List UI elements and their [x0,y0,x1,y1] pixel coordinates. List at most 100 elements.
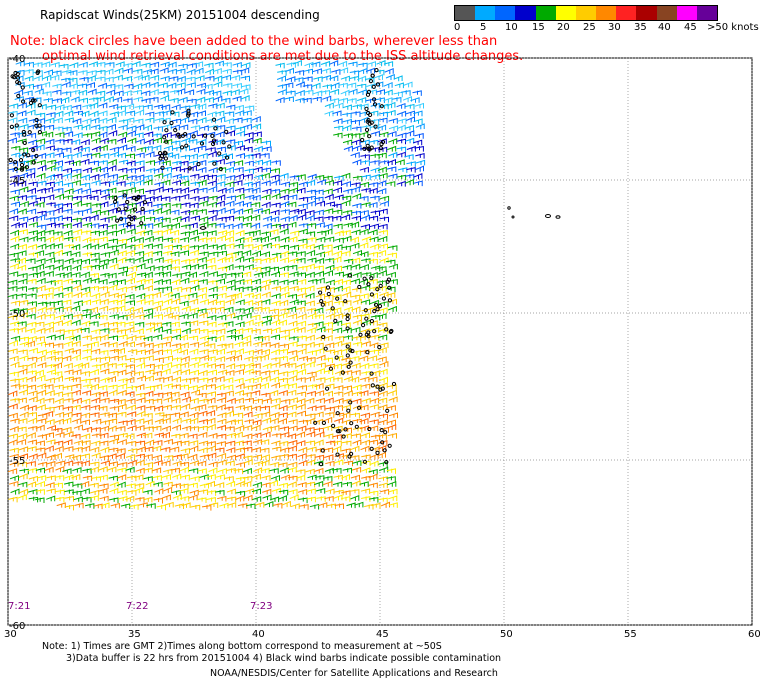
wind-barb [277,495,287,502]
wind-barb [144,355,154,361]
wind-barb [91,364,102,370]
wind-barb [278,377,288,384]
wind-barb [305,334,315,341]
wind-barb [323,357,333,364]
wind-barb [312,68,322,74]
contamination-circle [346,408,351,413]
wind-barb [89,160,99,167]
wind-barb [261,180,271,187]
wind-barb [386,158,396,165]
wind-barb [171,384,181,390]
wind-barb [35,196,45,203]
wind-barb [251,446,261,453]
wind-barb [360,376,370,383]
contamination-circle [320,302,325,307]
wind-barb [332,445,342,453]
wind-barb [302,84,313,90]
wind-barb [117,137,126,144]
wind-barb [314,270,324,277]
legend-swatch [596,6,617,20]
wind-barb [127,125,137,132]
wind-barb [141,81,151,88]
wind-barb [189,298,199,305]
wind-barb [143,413,153,419]
wind-barb [35,489,45,495]
wind-barb [189,377,199,383]
wind-barb [135,335,146,341]
wind-barb [18,216,29,223]
wind-barb [213,81,223,88]
wind-barb [325,488,335,495]
wind-barb [154,111,165,117]
wind-barb [324,412,335,418]
wind-barb [252,419,262,426]
contamination-circle [366,89,372,95]
wind-barb [235,490,246,497]
wind-barb [135,166,145,172]
wind-barb [244,488,254,495]
wind-barb [396,180,406,187]
contamination-circle [371,84,376,89]
wind-barb [270,403,280,410]
wind-barb [55,329,65,335]
wind-barb [98,263,108,270]
wind-barb [167,68,177,75]
wind-barb [375,97,385,103]
wind-barb [199,251,209,258]
wind-barb [224,229,235,236]
wind-barb [89,273,99,279]
wind-barb [379,216,389,223]
wind-barb [175,68,186,75]
legend-tick-label: 15 [532,22,545,33]
wind-barb [369,404,379,410]
wind-barb [10,258,20,264]
wind-barb [187,138,198,145]
wind-barb [91,203,102,209]
wind-barb [100,446,110,453]
wind-barb [270,235,280,242]
contamination-circle [184,143,189,148]
wind-barb [208,502,219,508]
wind-barb [181,425,192,432]
wind-barb [377,266,387,272]
wind-barb [45,236,55,243]
wind-barb [125,250,136,256]
wind-barb [207,180,217,186]
wind-barb [217,412,227,418]
wind-barb [360,160,370,166]
wind-barb [163,244,173,250]
wind-barb [181,305,191,312]
wind-barb [116,305,126,312]
wind-barb [34,88,44,95]
wind-barb [144,375,154,382]
wind-barb [82,167,92,173]
wind-barb [352,193,362,200]
wind-barb [295,469,306,475]
wind-barb [180,355,190,362]
wind-barb [190,125,201,131]
wind-barb [415,165,424,172]
wind-barb [314,480,324,487]
contamination-circle [365,143,370,148]
wind-barb [190,181,200,188]
wind-barb [181,396,191,403]
wind-barb [252,137,262,144]
wind-barb [260,411,271,418]
wind-barb [98,144,108,151]
wind-barb [36,404,46,411]
wind-barb [195,75,205,81]
wind-barb [298,497,308,504]
wind-barb [216,314,227,321]
wind-barb [339,67,349,74]
wind-barb [85,82,95,88]
wind-barb [73,132,83,138]
wind-barb [10,300,20,307]
wind-barb [261,375,271,382]
contamination-circle [348,360,353,365]
wind-barb [104,96,114,103]
wind-barb [352,271,362,278]
wind-barb [198,369,208,376]
wind-barb [172,173,182,180]
wind-barb [278,356,288,362]
wind-barb [341,490,351,496]
